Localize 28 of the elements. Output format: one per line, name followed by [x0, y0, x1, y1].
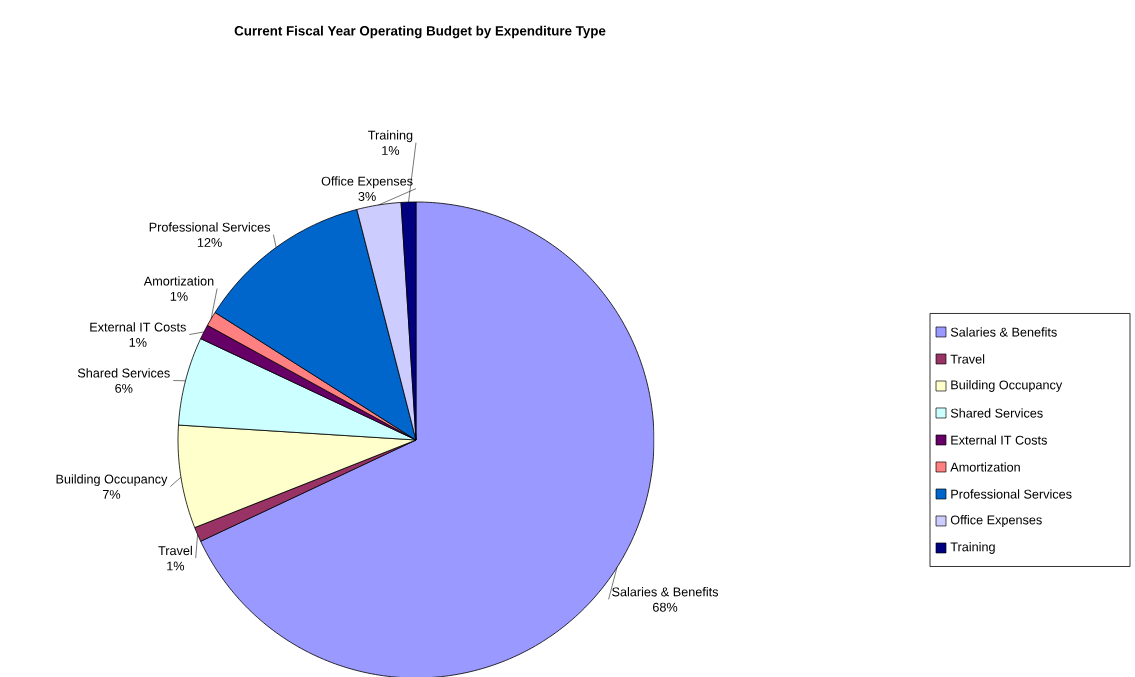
data-label: 3%: [358, 191, 376, 201]
data-label: 1%: [129, 337, 147, 347]
data-label: 1%: [167, 561, 185, 571]
slice-label: Salaries & Benefits: [612, 587, 719, 597]
slice-label: Office Expenses: [321, 176, 413, 189]
data-label: 1%: [382, 146, 400, 155]
legend-label: Amortization: [950, 462, 1020, 472]
legend-label: External IT Costs: [951, 435, 1047, 445]
data-label: 7%: [102, 489, 121, 499]
legend-label: Building Occupancy: [951, 380, 1063, 392]
slice-label: Building Occupancy: [56, 474, 168, 487]
legend-label: Training: [950, 542, 995, 554]
legend-label: Office Expenses: [950, 515, 1042, 527]
data-label: 6%: [115, 383, 133, 393]
slice-label: Training: [368, 130, 413, 143]
slice-label: Travel: [158, 545, 192, 556]
slice-label: Shared Services: [77, 368, 170, 378]
slice-label: Amortization: [143, 276, 214, 286]
legend-label: Professional Services: [951, 489, 1072, 499]
legend-label: Shared Services: [950, 408, 1043, 418]
legend-label: Travel: [950, 354, 985, 364]
data-label: 1%: [170, 291, 188, 301]
data-label: 68%: [653, 602, 678, 612]
legend-label: Salaries & Benefits: [950, 327, 1057, 337]
data-label: 12%: [197, 238, 222, 247]
slice-label: Professional Services: [149, 222, 271, 232]
chart-title: Current Fiscal Year Operating Budget by Expenditure Type: [234, 25, 606, 39]
slice-label: External IT Costs: [90, 322, 186, 332]
